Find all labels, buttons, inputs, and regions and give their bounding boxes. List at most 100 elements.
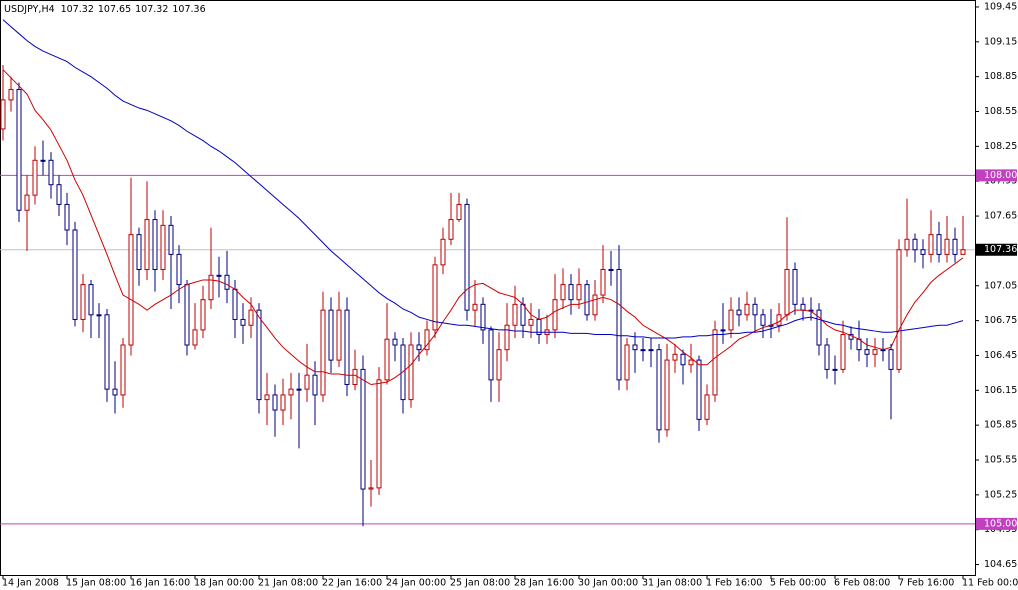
candle-body xyxy=(272,394,278,411)
price-label: 107.36 xyxy=(984,244,1017,255)
candle-body xyxy=(184,284,190,346)
y-tick-label: 104.65 xyxy=(984,559,1017,570)
candle-body xyxy=(72,229,78,320)
candle-body xyxy=(736,309,742,316)
y-tick-label: 107.65 xyxy=(984,211,1017,222)
x-tick-label: 7 Feb 16:00 xyxy=(898,578,954,589)
y-tick-label: 108.25 xyxy=(984,141,1017,152)
candle-body xyxy=(672,353,678,361)
candle-body xyxy=(368,487,374,490)
y-tick-label: 106.75 xyxy=(984,315,1017,326)
x-tick-label: 16 Jan 16:00 xyxy=(130,578,190,589)
candle-body xyxy=(952,238,958,255)
candle-body xyxy=(248,309,254,326)
candle-body xyxy=(496,349,502,381)
candle-body xyxy=(200,299,206,331)
y-tick-label: 108.85 xyxy=(984,71,1017,82)
candle-body xyxy=(656,349,662,431)
candle-body xyxy=(800,303,806,311)
y-tick-label: 108.55 xyxy=(984,106,1017,117)
x-tick-label: 15 Jan 08:00 xyxy=(66,578,126,589)
candle-body xyxy=(160,224,166,270)
candle-body xyxy=(840,334,846,370)
candle-body xyxy=(760,314,766,326)
candle-body xyxy=(304,374,310,390)
y-tick-label: 105.85 xyxy=(984,420,1017,431)
candle-body xyxy=(480,303,486,331)
candle-body xyxy=(424,329,430,351)
candle-body xyxy=(960,249,966,255)
x-tick-label: 6 Feb 08:00 xyxy=(834,578,890,589)
candle-body xyxy=(56,184,62,205)
candle-body xyxy=(88,284,94,316)
candle-body xyxy=(600,268,606,296)
y-tick-label: 105.55 xyxy=(984,455,1017,466)
x-tick-label: 24 Jan 00:00 xyxy=(386,578,446,589)
candle-body xyxy=(936,234,942,255)
candle-body xyxy=(584,284,590,316)
candle-body xyxy=(904,238,910,251)
candle-body xyxy=(280,394,286,411)
y-tick-label: 106.15 xyxy=(984,385,1017,396)
candle-body xyxy=(472,303,478,311)
candle-body xyxy=(128,234,134,346)
x-tick-label: 1 Feb 16:00 xyxy=(706,578,762,589)
candle-body xyxy=(208,274,214,301)
candle-body xyxy=(296,388,302,391)
candle-body xyxy=(872,349,878,355)
header-low: 107.32 xyxy=(135,4,168,15)
candle-body xyxy=(632,344,638,351)
candle-body xyxy=(688,359,694,366)
candle-body xyxy=(0,99,6,130)
candle-body xyxy=(680,353,686,366)
candle-body xyxy=(488,329,494,381)
candle-body xyxy=(16,88,22,211)
candle-body xyxy=(896,249,902,370)
candle-body xyxy=(456,203,462,221)
candle-body xyxy=(48,159,54,186)
candle-body xyxy=(320,309,326,396)
candle-body xyxy=(792,268,798,305)
candle-body xyxy=(288,388,294,396)
x-tick-label: 30 Jan 00:00 xyxy=(578,578,638,589)
candle-body xyxy=(8,88,14,101)
x-tick-label: 21 Jan 08:00 xyxy=(258,578,318,589)
candle-body xyxy=(728,309,734,331)
candle-body xyxy=(120,344,126,396)
candle-body xyxy=(928,234,934,255)
candle-body xyxy=(664,359,670,431)
y-tick-label: 105.25 xyxy=(984,489,1017,500)
candle-body xyxy=(568,284,574,301)
candle-body xyxy=(608,268,614,271)
candle-body xyxy=(64,203,70,231)
candle-body xyxy=(504,324,510,351)
x-tick-label: 25 Jan 08:00 xyxy=(450,578,510,589)
candle-body xyxy=(232,288,238,320)
candle-body xyxy=(408,344,414,401)
y-tick-label: 109.45 xyxy=(984,1,1017,12)
x-tick-label: 22 Jan 16:00 xyxy=(322,578,382,589)
candle-body xyxy=(528,318,534,326)
candle-body xyxy=(384,338,390,381)
candle-body xyxy=(80,284,86,320)
level-box xyxy=(976,517,1017,530)
candle-body xyxy=(560,284,566,301)
header-high: 107.65 xyxy=(98,4,131,15)
candle-body xyxy=(784,268,790,316)
x-tick-label: 31 Jan 08:00 xyxy=(642,578,702,589)
candle-body xyxy=(24,194,30,211)
x-tick-label: 11 Feb 00:00 xyxy=(962,578,1018,589)
candle-body xyxy=(352,368,358,385)
candle-body xyxy=(224,274,230,290)
y-tick-label: 107.05 xyxy=(984,280,1017,291)
candle-body xyxy=(144,219,150,270)
x-tick-label: 28 Jan 16:00 xyxy=(514,578,574,589)
candle-body xyxy=(912,238,918,251)
candle-body xyxy=(168,224,174,255)
candle-body xyxy=(752,303,758,316)
candle-body xyxy=(696,359,702,420)
candle-body xyxy=(264,394,270,401)
candle-body xyxy=(440,238,446,266)
candle-body xyxy=(32,159,38,196)
moving-average xyxy=(2,69,964,386)
